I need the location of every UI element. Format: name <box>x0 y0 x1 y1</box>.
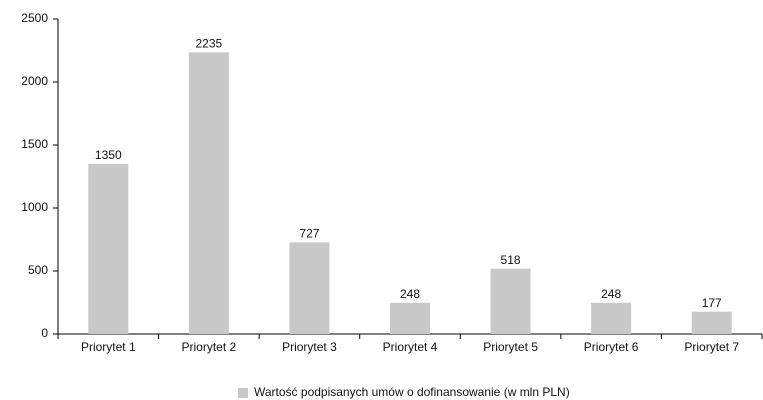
legend-label: Wartość podpisanych umów o dofinansowani… <box>254 385 570 399</box>
y-tick-label: 2500 <box>21 11 48 25</box>
x-tick-label: Priorytet 6 <box>584 340 639 354</box>
bar <box>88 163 129 334</box>
y-tick-label: 2000 <box>21 74 48 88</box>
bar <box>289 242 330 334</box>
x-tick-label: Priorytet 5 <box>483 340 538 354</box>
data-label: 727 <box>299 227 319 241</box>
bar <box>691 311 732 334</box>
x-tick-label: Priorytet 1 <box>81 340 136 354</box>
y-tick-label: 0 <box>41 326 48 340</box>
bar <box>390 302 430 334</box>
x-tick-label: Priorytet 2 <box>182 340 237 354</box>
x-tick-label: Priorytet 3 <box>282 340 337 354</box>
y-tick-label: 500 <box>28 263 48 277</box>
y-tick-label: 1500 <box>21 137 48 151</box>
x-tick-label: Priorytet 7 <box>684 340 739 354</box>
bar <box>490 268 531 334</box>
bar <box>591 302 632 334</box>
data-label: 2235 <box>196 37 223 51</box>
data-label: 177 <box>702 296 722 310</box>
data-label: 248 <box>601 287 621 301</box>
data-label: 518 <box>501 253 521 267</box>
y-tick-label: 1000 <box>21 200 48 214</box>
x-tick-label: Priorytet 4 <box>383 340 438 354</box>
data-label: 248 <box>400 287 420 301</box>
bar <box>188 52 229 334</box>
data-label: 1350 <box>95 148 122 162</box>
legend-swatch <box>238 388 248 398</box>
